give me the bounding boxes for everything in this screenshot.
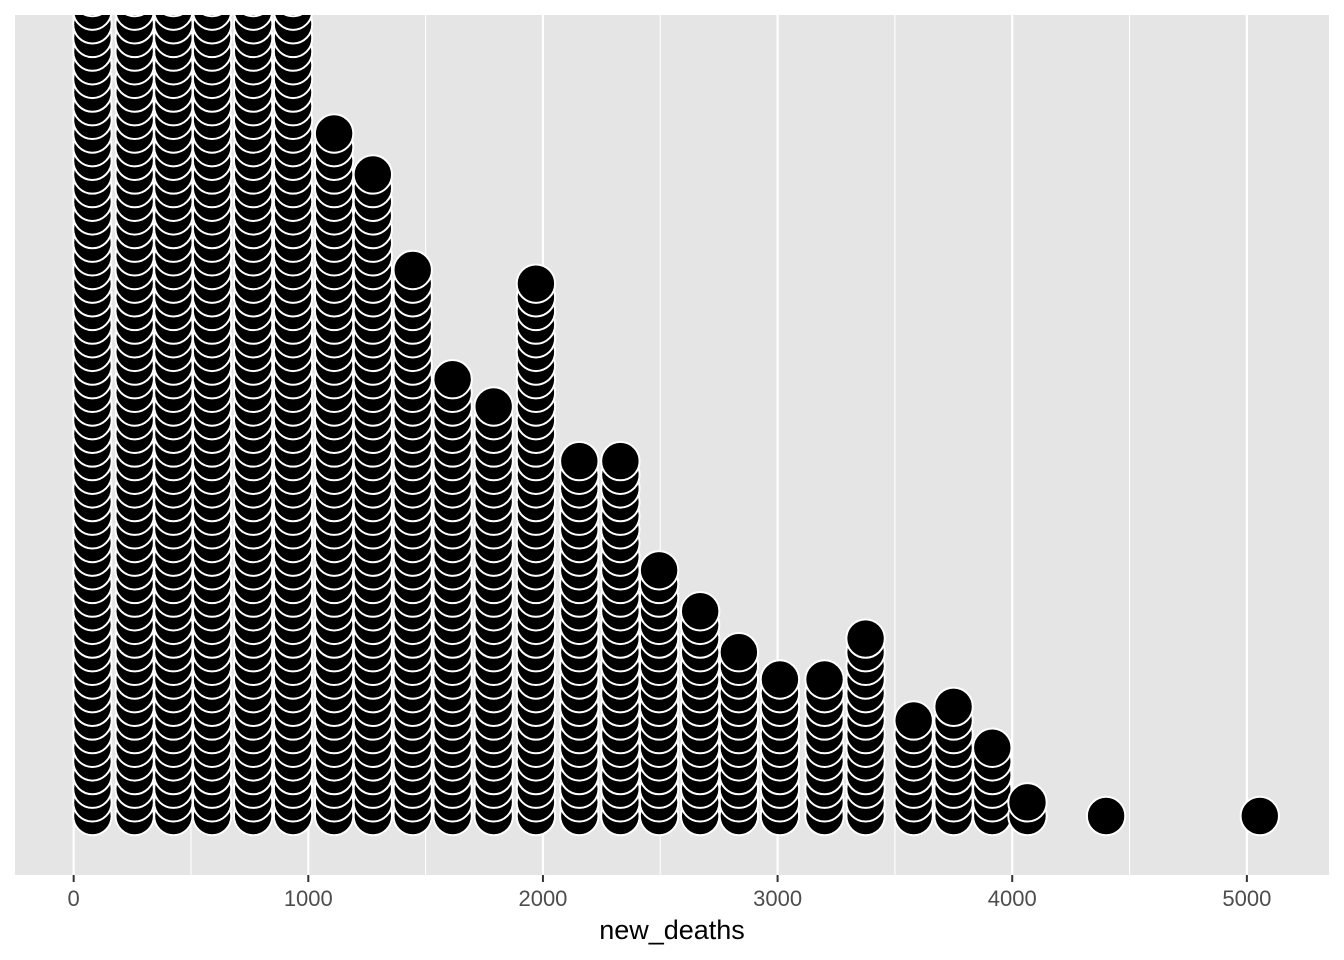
dots-layer bbox=[72, 15, 1280, 837]
x-tick-label: 2000 bbox=[518, 886, 567, 911]
data-dot bbox=[352, 154, 394, 195]
data-dot bbox=[600, 440, 641, 482]
x-axis: 0 1000 2000 3000 4000 5000 bbox=[68, 875, 1271, 911]
data-dot bbox=[83, 15, 102, 18]
data-dot bbox=[559, 440, 600, 482]
data-dot bbox=[202, 15, 222, 18]
data-dot bbox=[1085, 795, 1127, 837]
data-dot bbox=[114, 15, 155, 31]
data-dot bbox=[972, 727, 1013, 768]
data-dot bbox=[125, 15, 144, 18]
data-dot bbox=[192, 15, 232, 31]
data-dot bbox=[392, 249, 433, 291]
data-dot bbox=[933, 686, 974, 727]
data-dot bbox=[164, 15, 183, 18]
data-dot bbox=[72, 15, 113, 31]
data-dot bbox=[638, 550, 680, 591]
data-dot bbox=[718, 632, 760, 673]
data-dot bbox=[473, 386, 514, 427]
data-dot bbox=[845, 618, 886, 659]
x-tick-label: 3000 bbox=[753, 886, 802, 911]
data-dot bbox=[243, 15, 263, 18]
data-dot bbox=[283, 15, 303, 18]
x-tick-label: 0 bbox=[68, 886, 80, 911]
x-tick-label: 4000 bbox=[988, 886, 1037, 911]
data-dot bbox=[515, 263, 557, 304]
data-dot bbox=[153, 15, 194, 31]
x-tick-label: 5000 bbox=[1222, 886, 1271, 911]
data-dot bbox=[1239, 795, 1280, 837]
data-dot bbox=[804, 659, 845, 700]
data-dot bbox=[1007, 782, 1048, 823]
data-dot bbox=[679, 591, 721, 632]
data-dot bbox=[432, 359, 473, 400]
data-dot bbox=[759, 659, 801, 700]
data-dot bbox=[893, 700, 934, 741]
x-tick-label: 1000 bbox=[284, 886, 333, 911]
x-axis-title: new_deaths bbox=[599, 915, 745, 945]
data-dot bbox=[313, 113, 355, 154]
data-dot bbox=[233, 15, 273, 31]
data-dot bbox=[273, 15, 313, 31]
